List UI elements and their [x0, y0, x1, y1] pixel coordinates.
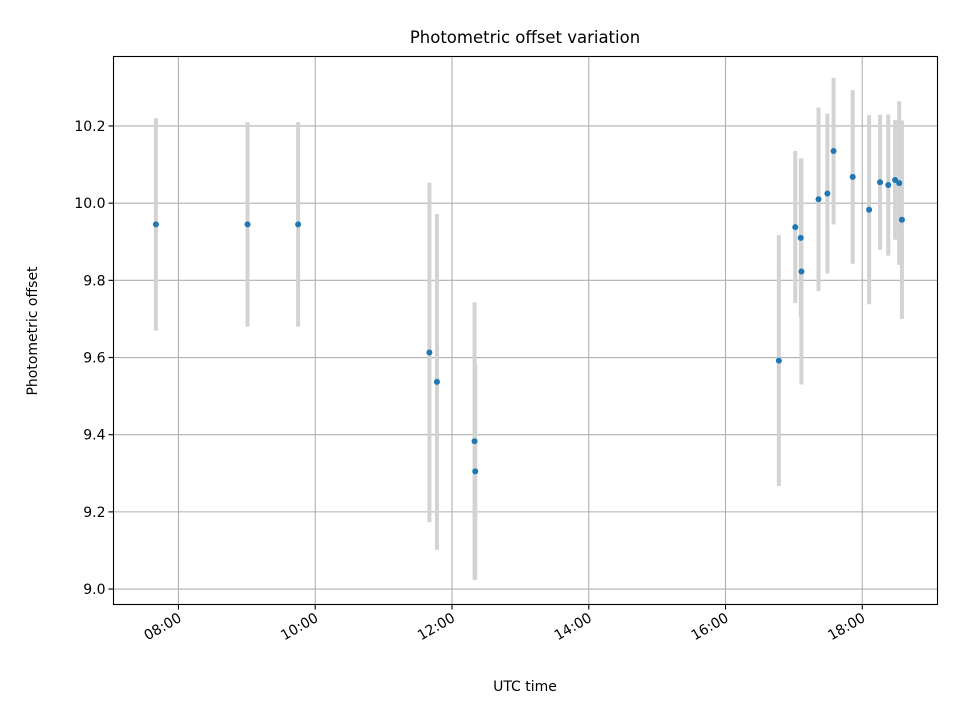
y-axis-label: Photometric offset	[25, 266, 41, 396]
y-tick-label: 10.2	[74, 119, 105, 135]
data-point	[815, 196, 822, 203]
y-tick-label: 9.0	[83, 582, 105, 598]
data-point	[797, 234, 804, 241]
data-point	[433, 378, 440, 385]
data-point	[152, 221, 159, 228]
y-axis-ticks: 9.0 9.2 9.4 9.6 9.8 10.0 10.2	[74, 119, 114, 598]
data-point	[244, 221, 251, 228]
y-tick-label: 9.4	[83, 428, 105, 444]
data-point	[798, 268, 805, 275]
y-tick-label: 9.2	[83, 505, 105, 521]
data-point	[849, 173, 856, 180]
y-tick-label: 9.6	[83, 351, 105, 367]
data-point	[830, 148, 837, 155]
x-axis-label: UTC time	[493, 679, 557, 695]
data-point	[775, 357, 782, 364]
chart-title: Photometric offset variation	[410, 28, 640, 47]
data-point	[896, 180, 903, 187]
plot-frame	[112, 55, 939, 606]
data-point	[472, 468, 479, 475]
data-point	[866, 206, 873, 213]
data-point	[792, 224, 799, 231]
data-points	[152, 148, 905, 475]
data-point	[898, 216, 905, 223]
data-point	[426, 349, 433, 356]
data-point	[471, 438, 478, 445]
y-tick-label: 9.8	[83, 273, 105, 289]
data-point	[885, 182, 892, 189]
data-point	[892, 176, 899, 183]
data-point	[877, 179, 884, 186]
data-point	[824, 190, 831, 197]
y-tick-label: 10.0	[74, 196, 105, 212]
data-point	[295, 221, 302, 228]
